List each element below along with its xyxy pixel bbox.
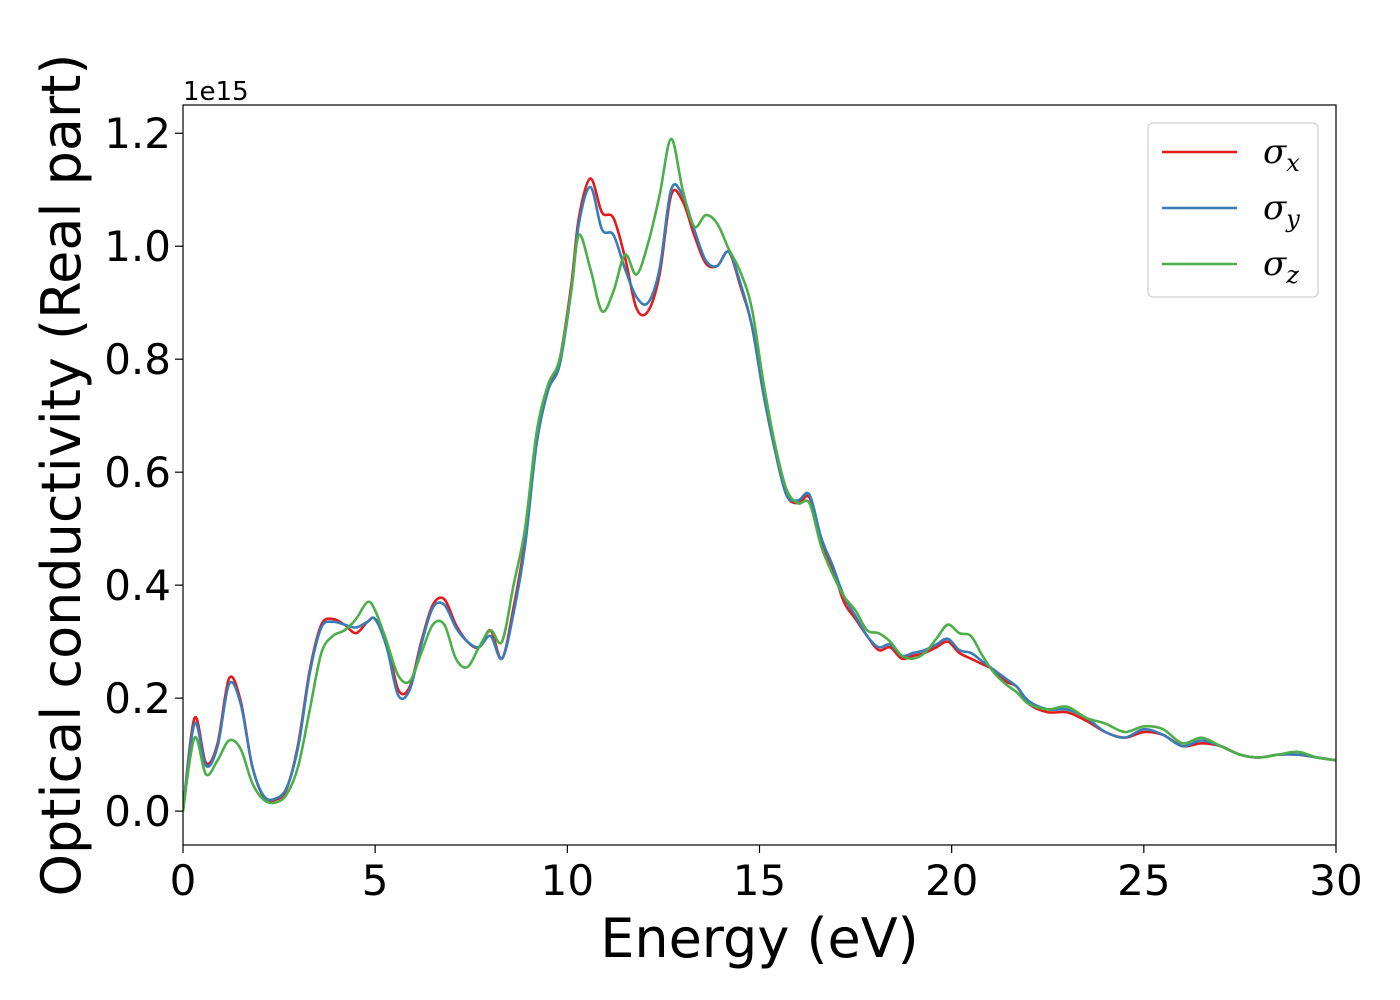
x-tick-label: 25 <box>1117 856 1170 905</box>
y-tick-label: 0.2 <box>104 674 171 723</box>
legend-label-sigma-z: σz <box>1263 244 1299 289</box>
y-axis-ticks: 0.0 0.2 0.4 0.6 0.8 1.0 1.2 <box>104 109 183 836</box>
y-tick-label: 0.6 <box>104 448 171 497</box>
y-tick-label: 1.2 <box>104 109 171 158</box>
y-offset-label: 1e15 <box>183 77 249 107</box>
y-tick-label: 0.4 <box>104 561 171 610</box>
series-line-sigma-z <box>183 137 1336 812</box>
series-line-sigma-x <box>183 177 1336 812</box>
series-layer <box>183 137 1336 812</box>
x-tick-label: 0 <box>170 856 197 905</box>
x-tick-label: 30 <box>1309 856 1362 905</box>
legend-label-sigma-x: σx <box>1263 132 1300 177</box>
legend: σx σy σz <box>1147 122 1319 298</box>
x-axis-label: Energy (eV) <box>600 907 919 970</box>
x-tick-label: 20 <box>925 856 978 905</box>
x-tick-label: 5 <box>362 856 389 905</box>
y-tick-label: 0.8 <box>104 335 171 384</box>
x-tick-label: 10 <box>541 856 594 905</box>
y-tick-label: 1.0 <box>104 222 171 271</box>
legend-label-sigma-y: σy <box>1263 188 1300 233</box>
legend-box <box>1147 122 1319 298</box>
y-axis-label: Optical conductivity (Real part) <box>30 54 93 897</box>
x-axis-ticks: 0 5 10 15 20 25 30 <box>170 845 1363 905</box>
y-tick-label: 0.0 <box>104 787 171 836</box>
x-tick-label: 15 <box>733 856 786 905</box>
